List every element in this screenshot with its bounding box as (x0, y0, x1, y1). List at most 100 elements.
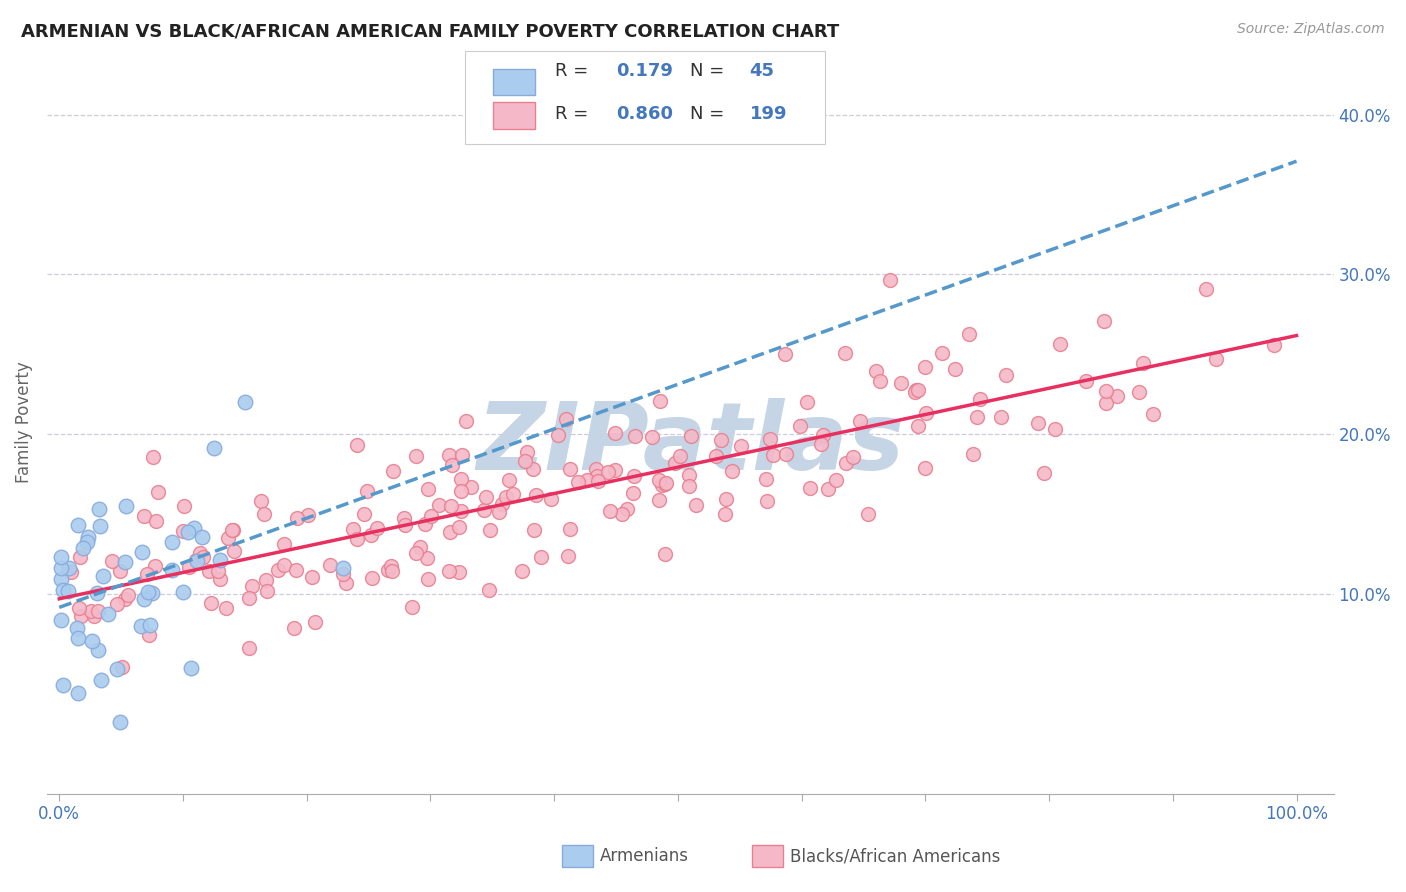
Point (654, 476, 676, 491)
Point (907, 384, 929, 398)
Point (91, 569, 114, 583)
Point (87, 643, 110, 657)
Point (401, 600, 423, 615)
Point (283, 621, 305, 635)
Point (1094, 384, 1116, 399)
Point (447, 565, 470, 579)
Point (190, 531, 212, 545)
Point (540, 491, 562, 506)
Point (710, 434, 733, 448)
Text: R =: R = (555, 105, 595, 123)
Point (849, 414, 872, 428)
Point (523, 524, 546, 538)
Point (869, 374, 891, 388)
Point (332, 561, 354, 575)
Point (101, 554, 124, 568)
Text: Source: ZipAtlas.com: Source: ZipAtlas.com (1237, 22, 1385, 37)
Point (222, 523, 245, 537)
Point (233, 395, 256, 409)
Point (89, 519, 111, 533)
Point (447, 520, 470, 534)
Point (890, 376, 912, 390)
Point (222, 544, 245, 558)
Point (491, 497, 513, 511)
Point (460, 480, 482, 494)
Point (361, 571, 384, 585)
Point (904, 383, 927, 397)
Point (817, 482, 839, 496)
Point (596, 465, 619, 479)
Point (835, 456, 858, 470)
Point (842, 450, 865, 464)
Point (879, 273, 901, 287)
Point (648, 473, 671, 487)
Point (716, 491, 738, 506)
Point (451, 449, 474, 463)
Point (360, 527, 382, 541)
Point (138, 628, 160, 642)
Point (160, 564, 183, 578)
Point (907, 419, 929, 434)
Point (914, 461, 936, 475)
Y-axis label: Family Poverty: Family Poverty (15, 361, 32, 483)
Point (256, 584, 278, 599)
Point (188, 546, 211, 560)
Point (450, 484, 472, 499)
Point (97, 607, 120, 621)
Point (990, 410, 1012, 425)
Point (813, 427, 835, 442)
Point (353, 507, 375, 521)
Text: Blacks/African Americans: Blacks/African Americans (790, 847, 1001, 865)
Point (413, 517, 436, 532)
Point (825, 473, 848, 487)
Point (478, 582, 501, 597)
Point (416, 551, 439, 566)
Point (87, 502, 110, 516)
Point (966, 410, 988, 425)
Point (416, 572, 439, 586)
Point (796, 395, 818, 409)
Point (616, 501, 638, 516)
Point (366, 521, 388, 535)
Point (108, 564, 131, 578)
Point (297, 508, 319, 522)
Point (799, 481, 821, 495)
Point (87, 604, 110, 618)
Point (495, 490, 517, 504)
Point (76, 530, 98, 544)
Point (208, 553, 231, 567)
Point (381, 564, 404, 578)
Point (586, 474, 609, 488)
Point (177, 524, 200, 539)
Point (1128, 385, 1150, 400)
Point (114, 555, 136, 569)
Point (254, 573, 277, 587)
Point (498, 473, 520, 487)
Point (253, 507, 276, 521)
Point (273, 537, 295, 551)
Point (132, 508, 155, 523)
Point (111, 659, 134, 673)
Text: ARMENIAN VS BLACK/AFRICAN AMERICAN FAMILY POVERTY CORRELATION CHART: ARMENIAN VS BLACK/AFRICAN AMERICAN FAMIL… (21, 22, 839, 40)
Point (392, 511, 415, 525)
Point (586, 469, 609, 483)
Point (131, 545, 153, 559)
Point (1132, 355, 1154, 369)
Point (640, 430, 662, 444)
Point (114, 500, 136, 514)
Point (217, 532, 239, 546)
Point (58, 584, 80, 599)
Point (332, 566, 354, 581)
Point (681, 429, 703, 443)
Point (418, 483, 440, 497)
Point (160, 534, 183, 549)
Point (962, 447, 984, 461)
Point (605, 463, 627, 477)
Point (90, 673, 112, 687)
Point (567, 475, 589, 489)
Point (904, 384, 927, 399)
Point (394, 518, 416, 533)
Point (621, 486, 644, 500)
Point (83, 608, 105, 623)
Point (762, 448, 785, 462)
